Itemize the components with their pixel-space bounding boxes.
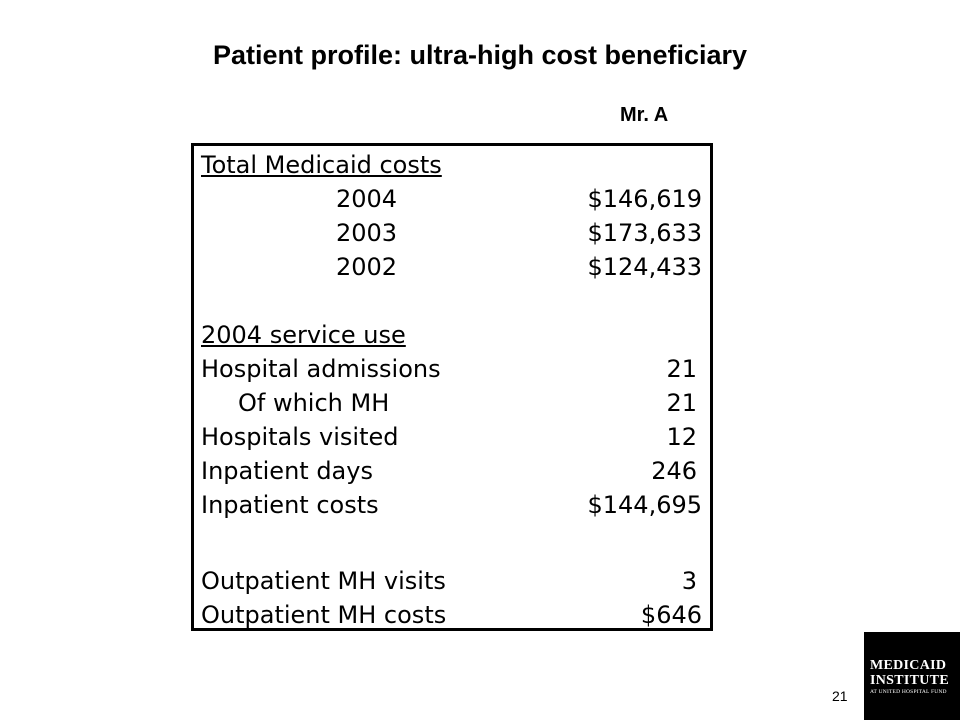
service-label: Inpatient days (201, 457, 373, 485)
service-value: 246 (651, 457, 697, 485)
service-row-of-which-mh: Of which MH 21 (194, 387, 710, 420)
cost-year: 2003 (336, 219, 398, 247)
cost-year: 2002 (336, 253, 398, 281)
service-value: 21 (666, 355, 697, 383)
service-row-inpatient-costs: Inpatient costs $144,695 (194, 489, 710, 522)
page-number: 21 (832, 688, 848, 704)
service-value: 21 (666, 389, 697, 417)
logo-line-1: MEDICAID (870, 658, 947, 673)
service-value: $144,695 (587, 491, 702, 519)
outpatient-row-costs: Outpatient MH costs $646 (194, 599, 710, 632)
service-label: Hospital admissions (201, 355, 441, 383)
slide-title: Patient profile: ultra-high cost benefic… (212, 40, 748, 70)
cost-value: $124,433 (587, 253, 702, 281)
patient-name: Mr. A (620, 104, 669, 126)
service-heading: 2004 service use (201, 321, 406, 349)
service-label: Of which MH (238, 389, 390, 417)
cost-row-2003: 2003 $173,633 (194, 217, 710, 250)
outpatient-label: Outpatient MH costs (201, 601, 447, 629)
outpatient-label: Outpatient MH visits (201, 567, 446, 595)
costs-heading: Total Medicaid costs (201, 151, 442, 179)
service-heading-row: 2004 service use (194, 319, 710, 352)
service-label: Inpatient costs (201, 491, 379, 519)
cost-row-2002: 2002 $124,433 (194, 251, 710, 284)
service-label: Hospitals visited (201, 423, 399, 451)
service-row-inpatient-days: Inpatient days 246 (194, 455, 710, 488)
cost-value: $146,619 (587, 185, 702, 213)
logo-line-3: AT UNITED HOSPITAL FUND (870, 689, 947, 695)
cost-year: 2004 (336, 185, 398, 213)
outpatient-row-visits: Outpatient MH visits 3 (194, 565, 710, 598)
outpatient-value: $646 (640, 601, 702, 629)
costs-heading-row: Total Medicaid costs (194, 149, 710, 182)
patient-profile-table: Total Medicaid costs 2004 $146,619 2003 … (191, 143, 713, 631)
cost-row-2004: 2004 $146,619 (194, 183, 710, 216)
service-value: 12 (666, 423, 697, 451)
service-row-hospitals-visited: Hospitals visited 12 (194, 421, 710, 454)
outpatient-value: 3 (681, 567, 697, 595)
service-row-hospital-admissions: Hospital admissions 21 (194, 353, 710, 386)
cost-value: $173,633 (587, 219, 702, 247)
medicaid-institute-logo: MEDICAID INSTITUTE AT UNITED HOSPITAL FU… (864, 632, 960, 720)
logo-line-2: INSTITUTE (870, 673, 949, 688)
